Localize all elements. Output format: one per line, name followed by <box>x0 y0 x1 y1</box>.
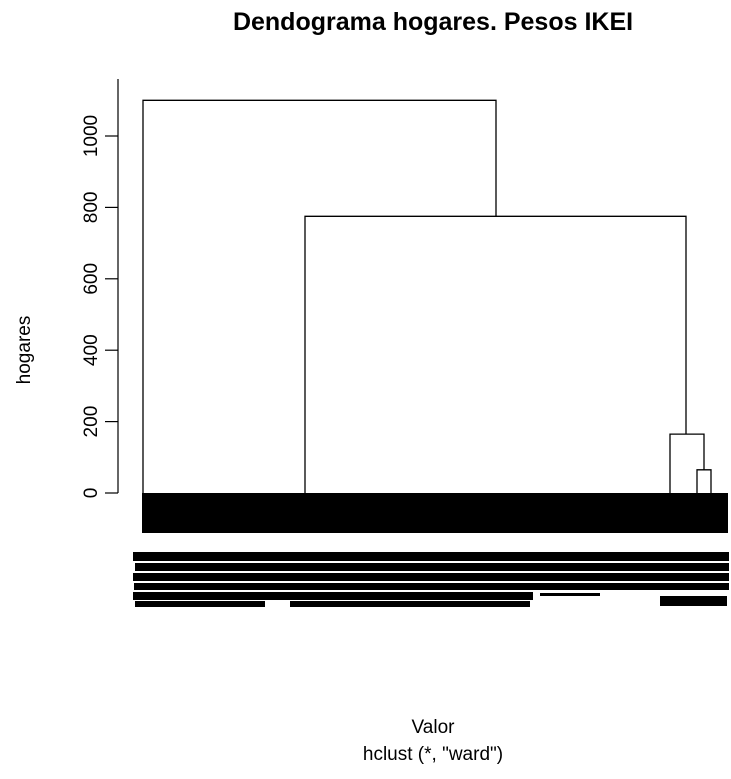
subtitle: hclust (*, "ward") <box>363 744 503 765</box>
leaf-labels <box>133 552 729 607</box>
y-axis: 0 200 400 600 800 1000 <box>81 79 119 499</box>
leaf-bar <box>142 493 728 533</box>
y-axis-label: hogares <box>14 316 35 385</box>
y-tick-label: 400 <box>81 334 102 366</box>
y-tick-label: 800 <box>81 192 102 224</box>
leaf-label-band <box>660 596 727 606</box>
leaf-label-band <box>133 573 729 581</box>
leaf-label-band <box>134 583 729 590</box>
chart-title: Dendograma hogares. Pesos IKEI <box>233 8 633 36</box>
y-tick-label: 200 <box>81 406 102 438</box>
leaf-cluster-mass <box>142 493 728 533</box>
root-merge-branch <box>142 99 497 493</box>
right-small-merge-branch <box>669 433 705 493</box>
y-tick-label: 1000 <box>81 115 102 157</box>
leaf-label-band <box>135 563 729 571</box>
leaf-label-band <box>133 552 729 561</box>
leaf-label-band <box>540 593 600 596</box>
y-tick-label: 600 <box>81 263 102 295</box>
y-tick-label: 0 <box>81 488 102 499</box>
dendrogram-branches <box>142 99 712 493</box>
right-tiny-merge-branch <box>696 469 712 493</box>
leaf-label-band <box>290 601 530 607</box>
leaf-label-band <box>133 592 533 600</box>
x-axis-label: Valor <box>412 717 456 738</box>
right-main-merge-branch <box>304 215 687 493</box>
leaf-label-band <box>135 601 265 607</box>
